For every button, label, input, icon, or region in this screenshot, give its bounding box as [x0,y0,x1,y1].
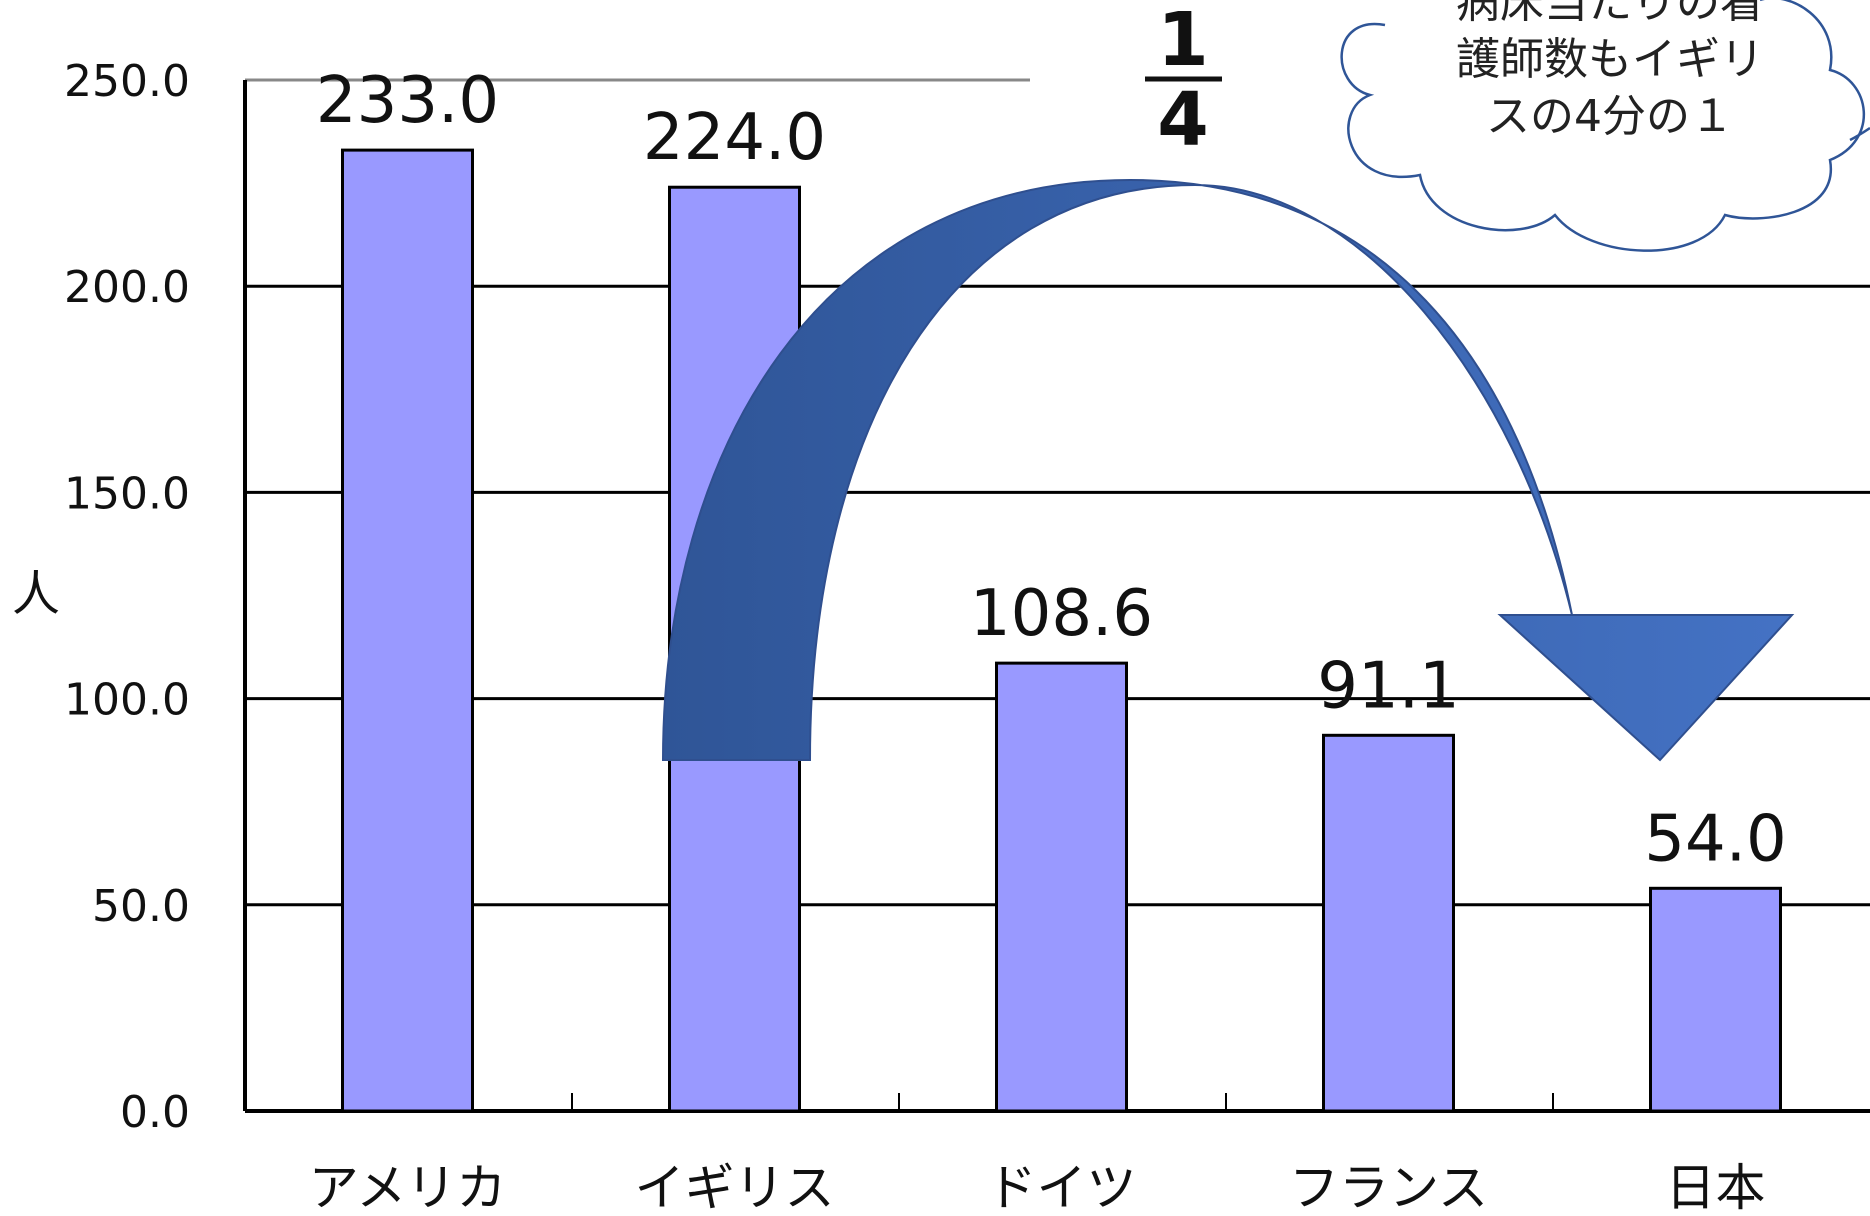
category-label: フランス [1289,1159,1488,1216]
y-tick-label: 0.0 [120,1087,190,1138]
category-label: ドイツ [987,1159,1137,1216]
category-labels: アメリカ イギリス ドイツ フランス 日本 [309,1159,1766,1216]
fraction-numerator: 1 [1157,0,1209,83]
y-tick-label: 100.0 [64,675,190,726]
y-axis-label: 人 [12,566,60,622]
bar [1649,886,1782,1113]
y-tick-labels: 0.0 50.0 100.0 150.0 200.0 250.0 [64,56,190,1138]
callout-line-3: スの4分の１ [1486,91,1734,142]
category-label: イギリス [635,1159,835,1216]
data-label: 108.6 [970,577,1153,651]
data-label: 91.1 [1317,649,1460,723]
bar [341,148,474,1113]
cloud-tail [1849,126,1870,142]
data-labels: 233.0 224.0 108.6 91.1 54.0 [316,64,1787,876]
data-label: 54.0 [1644,802,1787,876]
fraction-denominator: 4 [1157,77,1209,163]
callout-line-2: 護師数もイギリ [1456,34,1764,85]
y-tick-label: 150.0 [64,468,190,519]
bars [341,148,1782,1113]
y-tick-label: 250.0 [64,56,190,107]
x-axis-ticks [571,1093,1554,1111]
category-label: 日本 [1666,1159,1766,1216]
bar [1322,733,1455,1113]
bar [995,661,1128,1113]
data-label: 233.0 [316,64,499,138]
y-tick-label: 50.0 [92,881,190,932]
fraction-annotation: 1 4 [1145,0,1222,163]
category-label: アメリカ [309,1159,507,1216]
curved-arrow [661,178,1795,762]
callout-cloud: 病床当たりの看 護師数もイギリ スの4分の１ [1340,0,1870,252]
cloud-shape [1340,0,1866,252]
y-tick-label: 200.0 [64,262,190,313]
data-label: 224.0 [643,101,826,175]
callout-line-1: 病床当たりの看 [1456,0,1764,28]
